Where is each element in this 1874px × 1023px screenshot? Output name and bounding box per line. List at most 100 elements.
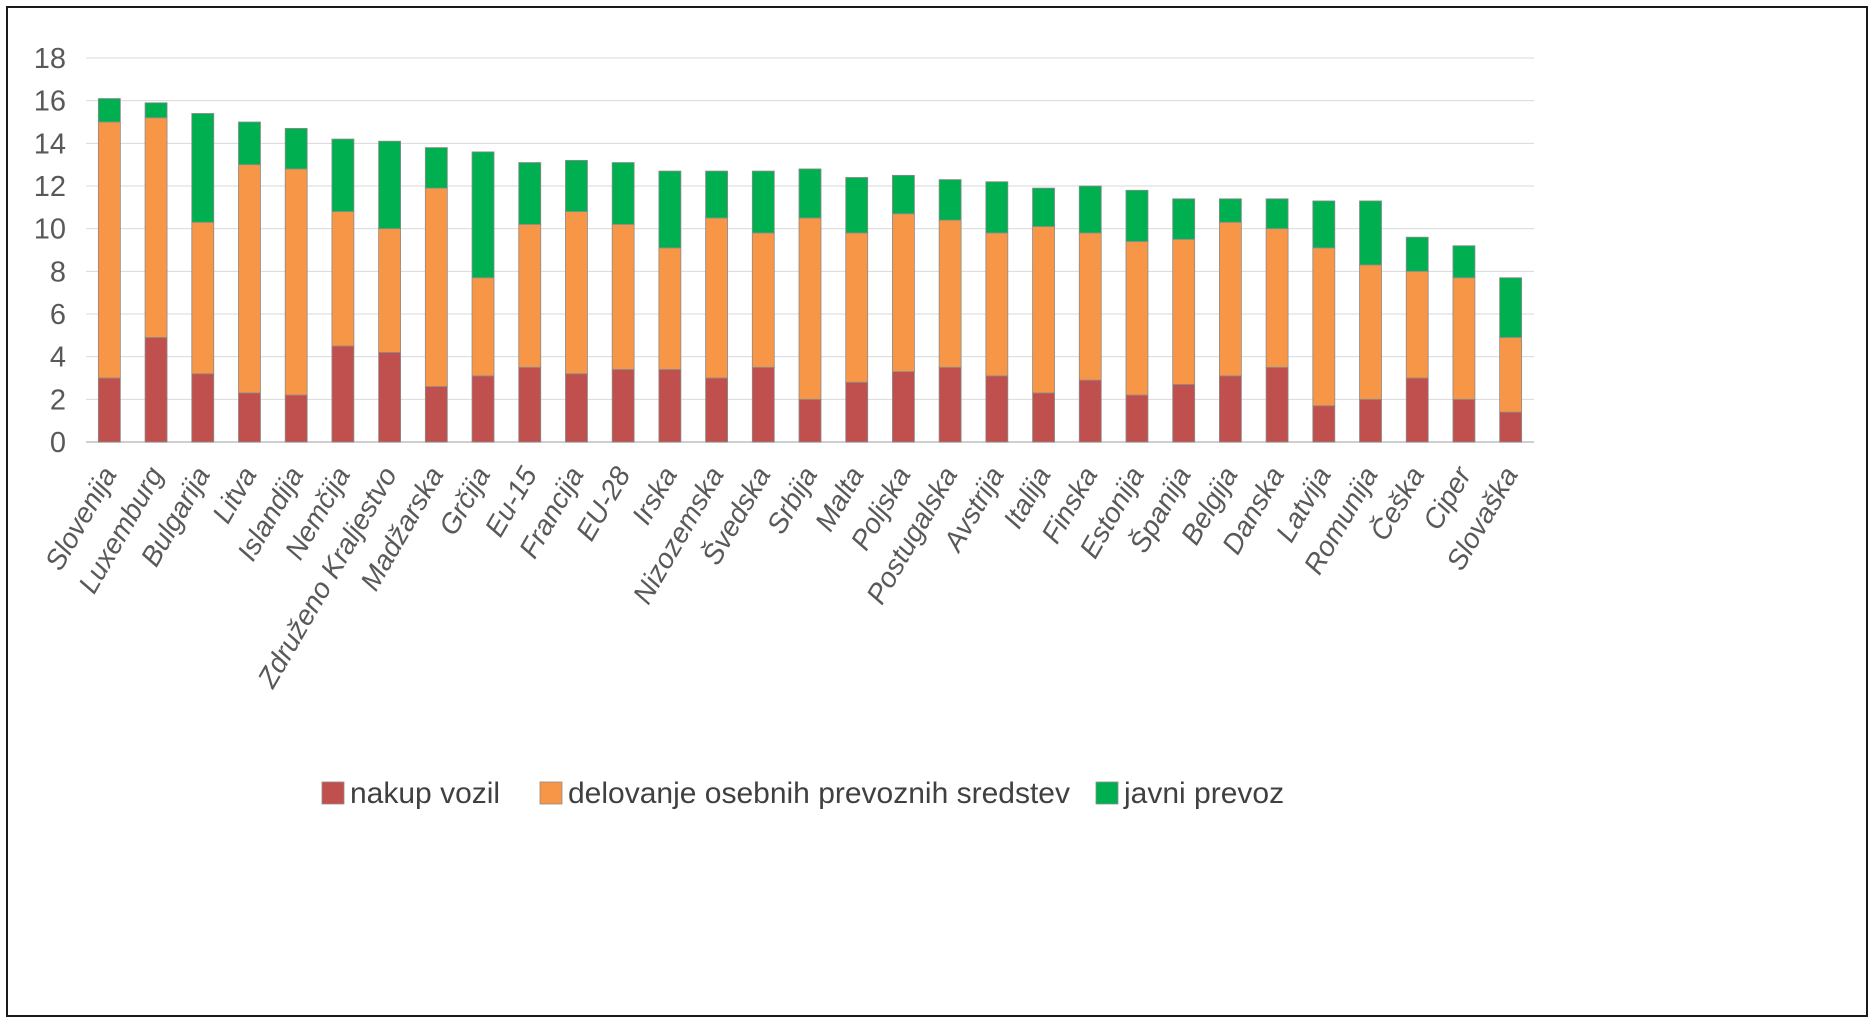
y-tick-label: 0 <box>50 427 66 459</box>
bar-segment-nakup-vozil <box>845 381 869 443</box>
y-tick-label: 6 <box>50 299 66 331</box>
bar-segment-nakup-vozil <box>424 386 448 443</box>
bar-segment-delovanje <box>97 121 121 379</box>
bar-segment-delovanje <box>1078 232 1102 381</box>
bar-segment-delovanje <box>471 277 495 377</box>
bar-segment-javni-prevoz <box>985 181 1009 234</box>
bar-segment-javni-prevoz <box>1359 200 1382 266</box>
bar-segment-delovanje <box>378 228 402 353</box>
bar-segment-javni-prevoz <box>1172 198 1196 240</box>
bars <box>97 98 1523 443</box>
bar-segment-delovanje <box>424 187 448 387</box>
bar-segment-delovanje <box>1125 241 1149 396</box>
bar-segment-javni-prevoz <box>798 168 822 219</box>
bar-segment-delovanje <box>985 232 1009 377</box>
bar-segment-nakup-vozil <box>1359 398 1382 443</box>
bar-segment-nakup-vozil <box>658 369 682 443</box>
bar-segment-delovanje <box>191 221 215 375</box>
bar-segment-javni-prevoz <box>284 128 308 170</box>
bar-segment-nakup-vozil <box>1452 398 1476 443</box>
bar-segment-delovanje <box>705 217 728 379</box>
bar-segment-javni-prevoz <box>1312 200 1336 249</box>
bar-segment-nakup-vozil <box>798 398 822 443</box>
y-axis: 0 2 4 6 8 10 12 14 16 18 <box>34 43 66 459</box>
bar-segment-delovanje <box>1312 247 1336 407</box>
bar-segment-delovanje <box>331 211 355 347</box>
bar-segment-nakup-vozil <box>1218 375 1242 443</box>
bar-segment-nakup-vozil <box>1078 379 1102 443</box>
y-tick-label: 10 <box>34 214 66 246</box>
bar-segment-nakup-vozil <box>1312 405 1336 443</box>
bar-segment-nakup-vozil <box>518 366 542 443</box>
bar-segment-javni-prevoz <box>611 162 635 225</box>
bar-segment-nakup-vozil <box>938 366 962 443</box>
bar-segment-nakup-vozil <box>565 373 588 443</box>
chart-frame: 0 2 4 6 8 10 12 14 16 18 Slovenija Luxemburg Bulgar… <box>6 6 1868 1017</box>
bar-segment-nakup-vozil <box>985 375 1009 443</box>
bar-segment-delovanje <box>1218 221 1242 377</box>
stacked-bar-chart: 0 2 4 6 8 10 12 14 16 18 SlovenijaLuxemburgBulgar… <box>34 43 1534 810</box>
bar-segment-javni-prevoz <box>144 102 168 119</box>
legend-swatch <box>539 781 563 805</box>
bar-segment-nakup-vozil <box>378 351 402 443</box>
bar-segment-delovanje <box>1499 337 1523 413</box>
bar-segment-javni-prevoz <box>238 121 261 166</box>
x-axis: SlovenijaLuxemburgBulgarijaLitvaIslandij… <box>39 460 1524 693</box>
bar-segment-javni-prevoz <box>565 159 588 212</box>
bar-segment-delovanje <box>565 211 588 375</box>
bar-segment-delovanje <box>658 247 682 370</box>
bar-segment-nakup-vozil <box>1499 411 1523 443</box>
bar-segment-javni-prevoz <box>1032 187 1055 227</box>
bar-segment-nakup-vozil <box>284 394 308 443</box>
bar-segment-javni-prevoz <box>1265 198 1289 230</box>
y-tick-label: 12 <box>34 171 66 203</box>
bar-segment-nakup-vozil <box>1125 394 1149 443</box>
bar-segment-nakup-vozil <box>705 377 728 443</box>
bar-segment-delovanje <box>1032 226 1055 394</box>
legend-label: delovanje osebnih prevoznih sredstev <box>568 777 1070 810</box>
bar-segment-javni-prevoz <box>1499 277 1523 338</box>
bar-segment-delovanje <box>1265 228 1289 368</box>
bar-segment-javni-prevoz <box>518 162 542 225</box>
y-tick-label: 18 <box>34 43 66 75</box>
bar-segment-javni-prevoz <box>471 151 495 279</box>
bar-segment-delovanje <box>751 232 775 368</box>
bar-segment-nakup-vozil <box>471 375 495 443</box>
bar-segment-nakup-vozil <box>892 371 915 443</box>
bar-segment-nakup-vozil <box>1172 383 1196 443</box>
bar-segment-javni-prevoz <box>705 170 728 219</box>
legend: nakup vozil delovanje osebnih prevoznih s… <box>321 777 1284 810</box>
bar-segment-javni-prevoz <box>331 138 355 212</box>
y-tick-label: 14 <box>34 128 66 160</box>
bar-segment-nakup-vozil <box>1265 366 1289 443</box>
y-tick-label: 8 <box>50 256 66 288</box>
bar-segment-nakup-vozil <box>611 369 635 443</box>
bar-segment-nakup-vozil <box>331 345 355 443</box>
bar-segment-nakup-vozil <box>751 366 775 443</box>
bar-segment-javni-prevoz <box>845 177 869 234</box>
bar-segment-nakup-vozil <box>1032 392 1055 443</box>
bar-segment-javni-prevoz <box>1125 189 1149 242</box>
bar-segment-javni-prevoz <box>1218 198 1242 223</box>
legend-swatch <box>1095 781 1119 805</box>
bar-segment-delovanje <box>518 223 542 368</box>
bar-segment-delovanje <box>892 213 915 373</box>
x-category-label: Srbija <box>761 462 824 540</box>
bar-segment-javni-prevoz <box>1078 185 1102 234</box>
bar-segment-delovanje <box>1452 277 1476 400</box>
bar-segment-delovanje <box>1172 238 1196 385</box>
bar-segment-javni-prevoz <box>892 174 915 215</box>
y-tick-label: 16 <box>34 86 66 118</box>
bar-segment-javni-prevoz <box>1405 236 1429 272</box>
bar-segment-nakup-vozil <box>144 337 168 443</box>
bar-segment-javni-prevoz <box>1452 245 1476 279</box>
bar-segment-delovanje <box>938 219 962 368</box>
legend-swatch <box>321 781 345 805</box>
bar-segment-delovanje <box>611 223 635 370</box>
bar-segment-nakup-vozil <box>97 377 121 443</box>
bar-segment-delovanje <box>238 164 261 394</box>
bar-segment-nakup-vozil <box>191 373 215 443</box>
bar-segment-javni-prevoz <box>378 140 402 230</box>
legend-label: nakup vozil <box>350 777 500 810</box>
y-tick-label: 4 <box>50 342 66 374</box>
